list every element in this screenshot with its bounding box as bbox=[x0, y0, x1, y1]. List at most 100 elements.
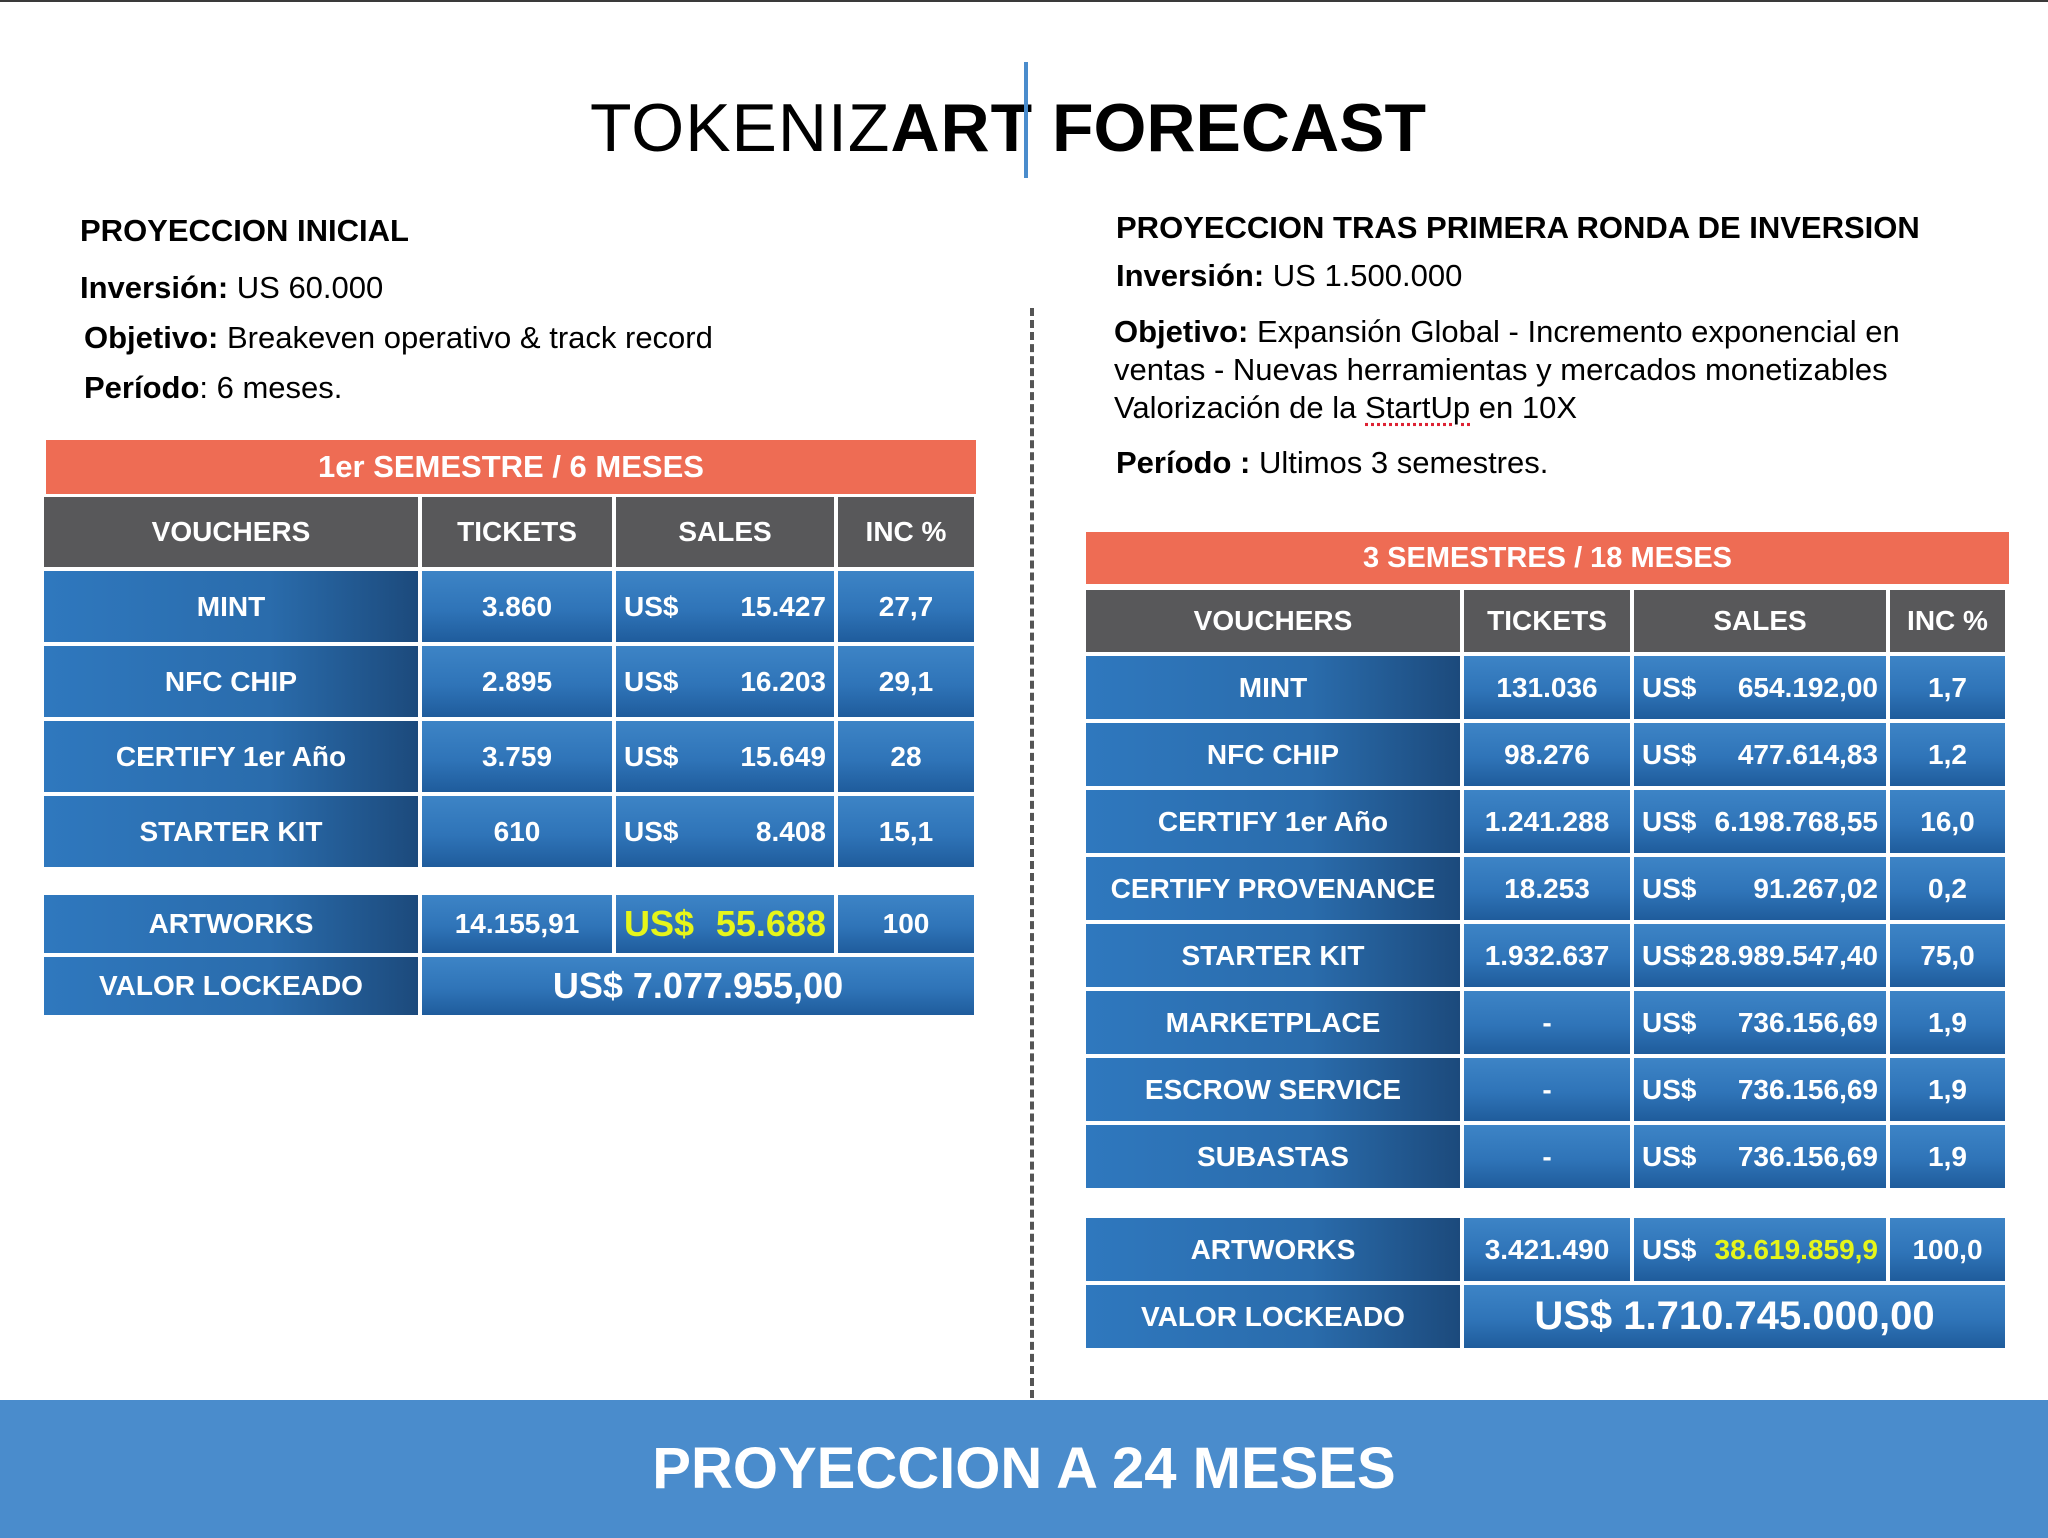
table-row: ESCROW SERVICE - US$ 736.156,69 1,9 bbox=[1086, 1058, 2005, 1121]
table-row: STARTER KIT 1.932.637 US$ 28.989.547,40 7… bbox=[1086, 924, 2005, 987]
right-objetivo-text3-post: en 10X bbox=[1470, 390, 1577, 425]
sales-amount: 28.989.547,40 bbox=[1698, 939, 1878, 971]
valor-lockeado-row: VALOR LOCKEADO US$ 7.077.955,00 bbox=[44, 957, 974, 1015]
currency-label: US$ bbox=[1642, 1073, 1697, 1105]
top-border bbox=[0, 0, 2048, 2]
artworks-row: ARTWORKS 14.155,91 US$ 55.688 100 bbox=[44, 895, 974, 953]
footer-banner: PROYECCION A 24 MESES bbox=[0, 1400, 2048, 1538]
col-inc: INC % bbox=[1890, 590, 2005, 652]
sales-amount: 736.156,69 bbox=[1737, 1140, 1878, 1172]
artworks-sales-amount: 55.688 bbox=[715, 903, 826, 944]
right-objetivo-text1: Expansión Global - Incremento exponencia… bbox=[1248, 314, 1900, 349]
tickets-cell: 18.253 bbox=[1464, 857, 1630, 920]
table-row: NFC CHIP 98.276 US$ 477.614,83 1,2 bbox=[1086, 723, 2005, 786]
sales-cell: US$ 16.203 bbox=[616, 646, 834, 717]
valor-lockeado-value: US$ 7.077.955,00 bbox=[422, 957, 974, 1015]
col-vouchers: VOUCHERS bbox=[44, 497, 418, 567]
right-heading: PROYECCION TRAS PRIMERA RONDA DE INVERSI… bbox=[1116, 210, 1920, 245]
table-row: MINT 3.860 US$ 15.427 27,7 bbox=[44, 571, 974, 642]
sales-amount: 91.267,02 bbox=[1753, 872, 1878, 904]
tickets-cell: 3.759 bbox=[422, 721, 612, 792]
currency-label: US$ bbox=[1642, 671, 1697, 703]
sales-amount: 477.614,83 bbox=[1737, 738, 1878, 770]
right-periodo: Período : Ultimos 3 semestres. bbox=[1116, 444, 1548, 482]
right-inversion-label: Inversión: bbox=[1116, 258, 1265, 293]
sales-amount: 15.649 bbox=[740, 740, 826, 772]
left-table: VOUCHERS TICKETS SALES INC % MINT 3.860 … bbox=[40, 493, 978, 871]
tickets-cell: 1.932.637 bbox=[1464, 924, 1630, 987]
inc-cell: 1,9 bbox=[1890, 1058, 2005, 1121]
currency-label: US$ bbox=[1642, 1006, 1697, 1038]
voucher-cell: CERTIFY PROVENANCE bbox=[1086, 857, 1460, 920]
voucher-cell: MINT bbox=[44, 571, 418, 642]
left-objetivo-value: Breakeven operativo & track record bbox=[218, 320, 713, 355]
right-table: VOUCHERS TICKETS SALES INC % MINT 131.03… bbox=[1082, 586, 2009, 1192]
col-tickets: TICKETS bbox=[422, 497, 612, 567]
col-inc: INC % bbox=[838, 497, 974, 567]
voucher-cell: CERTIFY 1er Año bbox=[44, 721, 418, 792]
inc-cell: 75,0 bbox=[1890, 924, 2005, 987]
left-objetivo-label: Objetivo: bbox=[84, 320, 219, 355]
artworks-sales-amount: 38.619.859,9 bbox=[1714, 1233, 1879, 1265]
right-objetivo-line2: ventas - Nuevas herramientas y mercados … bbox=[1114, 352, 1888, 387]
startup-word: StartUp bbox=[1365, 390, 1471, 425]
currency-label: US$ bbox=[624, 590, 679, 622]
inc-cell: 1,9 bbox=[1890, 991, 2005, 1054]
currency-label: US$ bbox=[1642, 1233, 1697, 1265]
left-summary-table: ARTWORKS 14.155,91 US$ 55.688 100 VALOR L… bbox=[40, 891, 978, 1019]
brand-light: TOKENIZ bbox=[590, 90, 891, 166]
left-inversion-value: US 60.000 bbox=[228, 270, 384, 305]
sales-cell: US$ 91.267,02 bbox=[1634, 857, 1886, 920]
voucher-cell: MINT bbox=[1086, 656, 1460, 719]
inc-cell: 1,7 bbox=[1890, 656, 2005, 719]
voucher-cell: ESCROW SERVICE bbox=[1086, 1058, 1460, 1121]
tickets-cell: 98.276 bbox=[1464, 723, 1630, 786]
artworks-tickets: 14.155,91 bbox=[422, 895, 612, 953]
sales-cell: US$ 736.156,69 bbox=[1634, 1125, 1886, 1188]
sales-amount: 6.198.768,55 bbox=[1714, 805, 1879, 837]
left-table-title: 1er SEMESTRE / 6 MESES bbox=[46, 440, 976, 494]
currency-label: US$ bbox=[1642, 872, 1697, 904]
tickets-cell: 1.241.288 bbox=[1464, 790, 1630, 853]
inc-cell: 28 bbox=[838, 721, 974, 792]
sales-amount: 15.427 bbox=[740, 590, 826, 622]
sales-cell: US$ 736.156,69 bbox=[1634, 991, 1886, 1054]
col-vouchers: VOUCHERS bbox=[1086, 590, 1460, 652]
tickets-cell: 3.860 bbox=[422, 571, 612, 642]
sales-amount: 736.156,69 bbox=[1737, 1006, 1878, 1038]
sales-amount: 736.156,69 bbox=[1737, 1073, 1878, 1105]
currency-label: US$ bbox=[624, 815, 679, 847]
sales-cell: US$ 28.989.547,40 bbox=[1634, 924, 1886, 987]
sales-cell: US$ 15.649 bbox=[616, 721, 834, 792]
artworks-label: ARTWORKS bbox=[44, 895, 418, 953]
voucher-cell: NFC CHIP bbox=[44, 646, 418, 717]
inc-cell: 1,9 bbox=[1890, 1125, 2005, 1188]
left-inversion: Inversión: US 60.000 bbox=[80, 269, 383, 307]
valor-lockeado-label: VALOR LOCKEADO bbox=[44, 957, 418, 1015]
tickets-cell: - bbox=[1464, 991, 1630, 1054]
page-title: FORECAST bbox=[1052, 90, 1426, 166]
artworks-tickets: 3.421.490 bbox=[1464, 1218, 1630, 1281]
valor-lockeado-label: VALOR LOCKEADO bbox=[1086, 1285, 1460, 1348]
left-heading: PROYECCION INICIAL bbox=[80, 213, 409, 248]
sales-cell: US$ 6.198.768,55 bbox=[1634, 790, 1886, 853]
currency-label: US$ bbox=[624, 903, 695, 944]
voucher-cell: MARKETPLACE bbox=[1086, 991, 1460, 1054]
sales-amount: 8.408 bbox=[755, 815, 826, 847]
inc-cell: 1,2 bbox=[1890, 723, 2005, 786]
brand-bold: ART bbox=[890, 90, 1034, 166]
table-row: SUBASTAS - US$ 736.156,69 1,9 bbox=[1086, 1125, 2005, 1188]
currency-label: US$ bbox=[1642, 939, 1697, 971]
sales-cell: US$ 15.427 bbox=[616, 571, 834, 642]
currency-label: US$ bbox=[1642, 1140, 1697, 1172]
col-sales: SALES bbox=[1634, 590, 1886, 652]
sales-cell: US$ 477.614,83 bbox=[1634, 723, 1886, 786]
currency-label: US$ bbox=[1642, 805, 1697, 837]
valor-lockeado-value: US$ 1.710.745.000,00 bbox=[1464, 1285, 2005, 1348]
center-dashed-divider bbox=[1030, 308, 1034, 1398]
right-periodo-label: Período : bbox=[1116, 445, 1251, 480]
voucher-cell: STARTER KIT bbox=[1086, 924, 1460, 987]
brand-logo: TOKENIZART bbox=[590, 88, 1032, 168]
currency-label: US$ bbox=[624, 740, 679, 772]
valor-lockeado-row: VALOR LOCKEADO US$ 1.710.745.000,00 bbox=[1086, 1285, 2005, 1348]
